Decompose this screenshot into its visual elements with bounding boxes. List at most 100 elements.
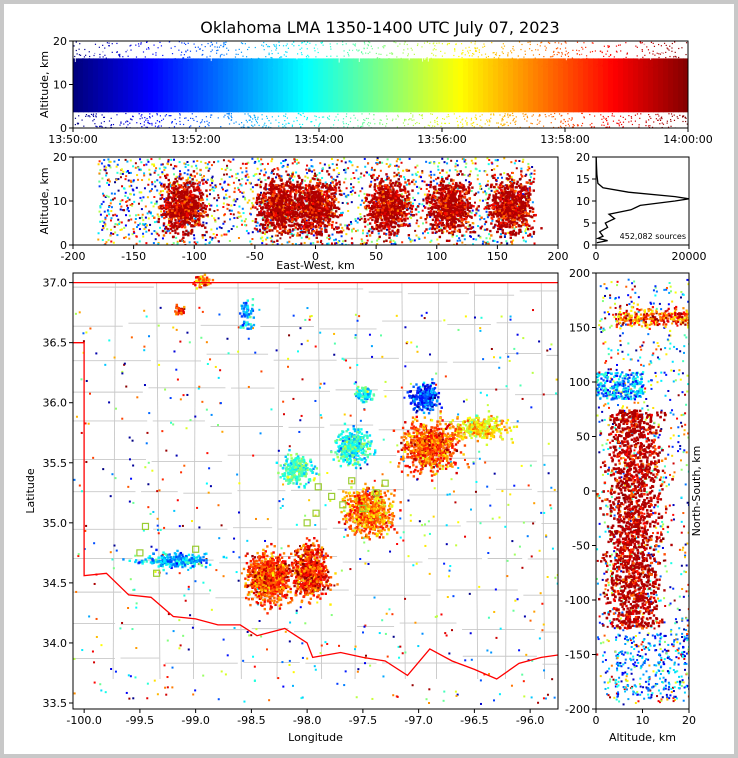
source-point: [167, 195, 170, 198]
source-point: [495, 188, 498, 191]
source-point: [191, 113, 193, 115]
gap-streak: [258, 51, 260, 53]
source-point: [182, 230, 185, 234]
source-point: [148, 168, 151, 171]
source-point: [193, 189, 196, 192]
source-point: [176, 190, 180, 194]
source-point: [211, 43, 214, 45]
source-point: [126, 169, 129, 172]
source-point: [304, 63, 306, 66]
source-point: [148, 210, 151, 213]
source-point: [251, 206, 254, 209]
source-point: [138, 217, 141, 220]
source-point: [330, 242, 333, 245]
source-point: [269, 202, 273, 206]
source-point: [252, 63, 254, 65]
source-point: [186, 218, 189, 222]
time-band: [243, 58, 249, 113]
source-point: [323, 163, 326, 166]
source-point: [411, 49, 413, 51]
source-point: [196, 195, 199, 199]
source-point: [456, 66, 458, 69]
source-point: [607, 45, 609, 47]
source-point: [214, 184, 217, 187]
source-point: [261, 44, 263, 46]
source-point: [503, 234, 506, 237]
time-band: [233, 58, 239, 113]
source-point: [211, 180, 214, 183]
source-point: [201, 193, 205, 196]
source-point: [286, 229, 290, 233]
source-point: [597, 58, 600, 60]
source-point: [454, 50, 456, 52]
source-point: [443, 118, 445, 120]
time-band: [198, 58, 204, 113]
source-point: [164, 166, 167, 169]
source-point: [292, 211, 295, 214]
source-point: [667, 48, 669, 50]
source-point: [671, 50, 673, 52]
source-point: [299, 48, 301, 50]
source-point: [474, 157, 477, 160]
source-point: [544, 45, 546, 47]
source-point: [216, 204, 219, 207]
source-point: [541, 41, 543, 44]
source-point: [160, 163, 163, 166]
source-point: [466, 124, 468, 126]
source-point: [193, 234, 196, 237]
source-point: [153, 64, 155, 66]
source-point: [277, 217, 281, 220]
source-point: [275, 222, 279, 226]
source-point: [106, 42, 108, 44]
source-point: [130, 49, 132, 51]
source-point: [440, 176, 443, 179]
source-point: [278, 205, 282, 209]
source-point: [286, 189, 289, 193]
source-point: [476, 206, 479, 209]
source-point: [210, 177, 213, 180]
source-point: [248, 46, 250, 48]
source-point: [273, 189, 276, 193]
source-point: [190, 190, 193, 194]
source-point: [204, 180, 208, 184]
source-point: [364, 225, 367, 228]
source-point: [132, 228, 135, 231]
source-point: [276, 197, 279, 200]
source-point: [220, 227, 223, 230]
source-point: [175, 175, 178, 178]
source-point: [394, 243, 397, 245]
source-point: [525, 195, 528, 198]
source-point: [212, 64, 214, 66]
source-point: [443, 161, 446, 164]
source-point: [486, 157, 489, 160]
source-point: [406, 217, 409, 220]
source-point: [308, 167, 311, 170]
source-point: [283, 188, 286, 191]
source-point: [605, 126, 607, 128]
source-point: [232, 181, 235, 184]
source-point: [120, 228, 123, 231]
source-point: [464, 54, 466, 56]
source-point: [120, 65, 122, 67]
source-point: [551, 116, 553, 118]
source-point: [151, 124, 153, 126]
source-point: [210, 50, 212, 53]
source-point: [110, 228, 113, 231]
time-band: [293, 58, 299, 113]
source-point: [499, 173, 502, 176]
source-point: [362, 122, 364, 124]
source-point: [169, 224, 172, 228]
gap-streak: [74, 57, 76, 63]
source-point: [109, 61, 111, 63]
source-point: [638, 66, 640, 68]
source-point: [291, 234, 294, 237]
source-point: [161, 237, 164, 240]
source-point: [342, 121, 344, 123]
source-point: [135, 56, 138, 58]
source-point: [248, 126, 250, 128]
source-point: [306, 41, 309, 43]
x-tick-label: 13:56:00: [417, 133, 466, 146]
source-point: [497, 126, 500, 128]
source-point: [503, 63, 506, 66]
source-point: [215, 52, 218, 54]
